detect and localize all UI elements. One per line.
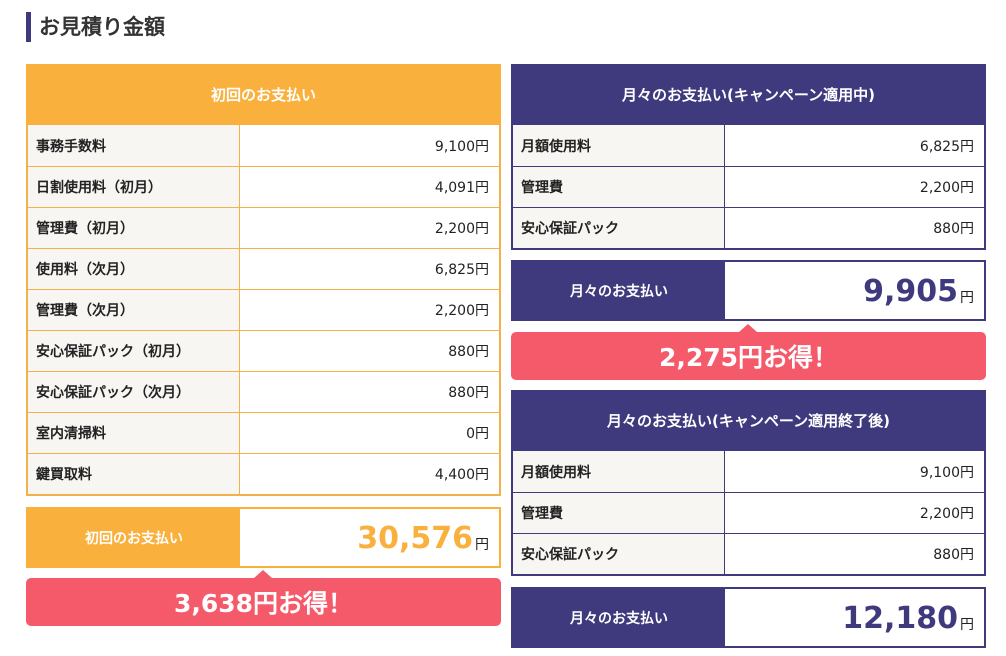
row-label: 鍵買取料 bbox=[28, 454, 240, 494]
table-row: 室内清掃料 0円 bbox=[28, 412, 499, 453]
table-row: 安心保証パック 880円 bbox=[513, 207, 984, 248]
row-value: 9,100円 bbox=[240, 125, 499, 166]
table-header: 初回のお支払い bbox=[26, 64, 501, 125]
row-value: 2,200円 bbox=[725, 167, 984, 207]
initial-total: 初回のお支払い 30,576 円 bbox=[26, 507, 501, 568]
row-value: 2,200円 bbox=[725, 493, 984, 533]
monthly-campaign-table: 月々のお支払い(キャンペーン適用中) 月額使用料 6,825円 管理費 2,200円安… bbox=[511, 64, 986, 250]
table-row: 日割使用料（初月） 4,091円 bbox=[28, 166, 499, 207]
table-header: 月々のお支払い(キャンペーン適用終了後) bbox=[511, 390, 986, 451]
yen-unit: 円 bbox=[960, 290, 974, 306]
row-label: 安心保証パック（初月） bbox=[28, 331, 240, 371]
monthly-after-table: 月々のお支払い(キャンペーン適用終了後) 月額使用料 9,100円 管理費 2,200… bbox=[511, 390, 986, 576]
row-value: 4,400円 bbox=[240, 454, 499, 494]
row-label: 管理費 bbox=[513, 167, 725, 207]
table-row: 安心保証パック 880円 bbox=[513, 533, 984, 574]
total-label: 初回のお支払い bbox=[85, 530, 183, 547]
total-amount: 9,905 bbox=[863, 274, 958, 309]
table-row: 管理費 2,200円 bbox=[513, 166, 984, 207]
row-value: 6,825円 bbox=[725, 125, 984, 166]
total-label: 月々のお支払い bbox=[570, 610, 668, 627]
row-label: 月額使用料 bbox=[513, 125, 725, 166]
row-value: 880円 bbox=[240, 331, 499, 371]
row-value: 880円 bbox=[725, 208, 984, 248]
yen-unit: 円 bbox=[960, 617, 974, 633]
initial-payment-table: 初回のお支払い 事務手数料 9,100円 日割使用料（初月） 4,091円 管理費（初月… bbox=[26, 64, 501, 496]
row-value: 880円 bbox=[240, 372, 499, 412]
row-label: 室内清掃料 bbox=[28, 413, 240, 453]
row-label: 安心保証パック bbox=[513, 208, 725, 248]
table-row: 月額使用料 6,825円 bbox=[513, 125, 984, 166]
table-row: 月額使用料 9,100円 bbox=[513, 451, 984, 492]
row-value: 4,091円 bbox=[240, 167, 499, 207]
row-label: 安心保証パック（次月） bbox=[28, 372, 240, 412]
row-value: 6,825円 bbox=[240, 249, 499, 289]
table-row: 安心保証パック（次月） 880円 bbox=[28, 371, 499, 412]
table-row: 鍵買取料 4,400円 bbox=[28, 453, 499, 494]
row-value: 2,200円 bbox=[240, 208, 499, 248]
table-row: 管理費（次月） 2,200円 bbox=[28, 289, 499, 330]
table-header: 月々のお支払い(キャンペーン適用中) bbox=[511, 64, 986, 125]
row-label: 管理費（次月） bbox=[28, 290, 240, 330]
monthly-campaign-total: 月々のお支払い 9,905 円 bbox=[511, 260, 986, 321]
total-label: 月々のお支払い bbox=[570, 283, 668, 300]
row-label: 使用料（次月） bbox=[28, 249, 240, 289]
savings-badge: 2,275円お得！ bbox=[511, 324, 986, 380]
row-label: 月額使用料 bbox=[513, 451, 725, 492]
table-row: 安心保証パック（初月） 880円 bbox=[28, 330, 499, 371]
row-label: 事務手数料 bbox=[28, 125, 240, 166]
row-label: 安心保証パック bbox=[513, 534, 725, 574]
table-row: 管理費 2,200円 bbox=[513, 492, 984, 533]
table-row: 事務手数料 9,100円 bbox=[28, 125, 499, 166]
savings-badge: 3,638円お得！ bbox=[26, 570, 501, 626]
page-title: お見積り金額 bbox=[26, 12, 165, 42]
total-amount: 12,180 bbox=[842, 601, 958, 636]
row-value: 9,100円 bbox=[725, 451, 984, 492]
table-row: 使用料（次月） 6,825円 bbox=[28, 248, 499, 289]
yen-unit: 円 bbox=[475, 537, 489, 553]
total-amount: 30,576 bbox=[357, 521, 473, 556]
table-row: 管理費（初月） 2,200円 bbox=[28, 207, 499, 248]
row-value: 880円 bbox=[725, 534, 984, 574]
row-label: 管理費（初月） bbox=[28, 208, 240, 248]
row-value: 2,200円 bbox=[240, 290, 499, 330]
row-label: 管理費 bbox=[513, 493, 725, 533]
row-label: 日割使用料（初月） bbox=[28, 167, 240, 207]
row-value: 0円 bbox=[240, 413, 499, 453]
monthly-after-total: 月々のお支払い 12,180 円 bbox=[511, 587, 986, 648]
